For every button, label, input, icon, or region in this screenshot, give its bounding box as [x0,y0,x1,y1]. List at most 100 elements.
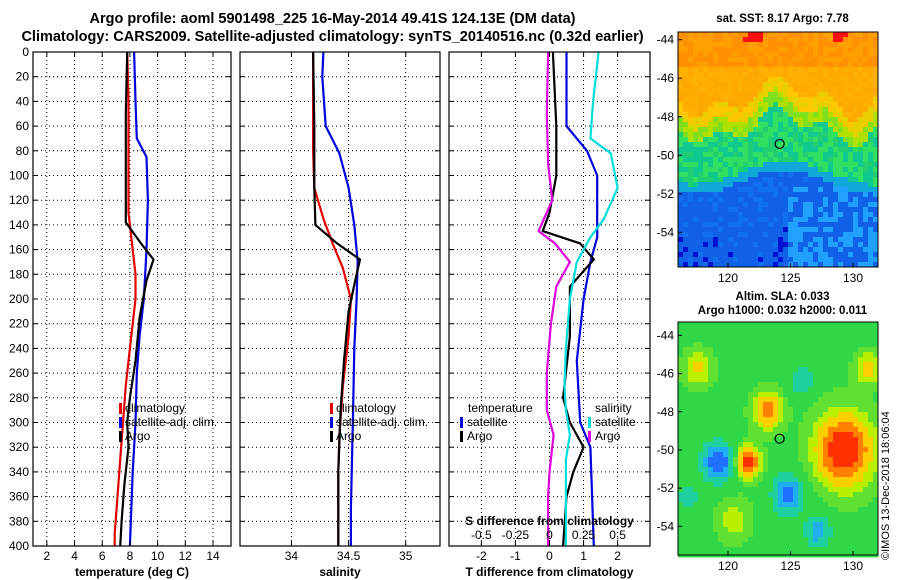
map-cell [868,167,874,173]
map-cell [703,62,709,68]
map-cell [873,462,879,468]
map-cell [778,437,784,443]
map-cell [798,497,804,503]
map-cell [768,522,774,528]
map-cell [738,87,744,93]
map-cell [803,382,809,388]
map-cell [868,62,874,68]
map-cell [773,172,779,178]
map-cell [838,242,844,248]
map-cell [848,482,854,488]
map-cell [728,397,734,403]
map-cell [803,232,809,238]
map-cell [708,442,714,448]
map-cell [758,177,764,183]
map-cell [733,57,739,63]
map-cell [873,217,879,223]
map-cell [848,187,854,193]
map-cell [843,227,849,233]
map-cell [703,412,709,418]
map-cell [743,162,749,168]
map-cell [728,162,734,168]
map-cell [833,262,839,268]
map-cell [723,252,729,258]
map-cell [793,252,799,258]
map-cell [718,207,724,213]
map-cell [798,447,804,453]
map-cell [818,507,824,513]
map-cell [828,147,834,153]
map-cell [778,472,784,478]
map-cell [868,237,874,243]
map-cell [763,117,769,123]
map-cell [863,322,869,328]
map-cell [773,337,779,343]
map-cell [683,147,689,153]
map-cell [743,132,749,138]
map-cell [778,487,784,493]
map-cell [853,367,859,373]
map-cell [788,167,794,173]
map-cell [678,137,684,143]
map-cell [853,332,859,338]
map-cell [748,87,754,93]
map-cell [808,452,814,458]
map-cell [873,62,879,68]
map-cell [803,52,809,58]
map-cell [778,242,784,248]
map-cell [693,427,699,433]
map-cell [848,412,854,418]
map-cell [868,32,874,38]
map-cell [813,177,819,183]
map-cell [863,117,869,123]
map-cell [693,482,699,488]
map-cell [783,47,789,53]
map-cell [858,187,864,193]
map-cell [743,177,749,183]
map-cell [823,462,829,468]
map-cell [788,107,794,113]
map-cell [863,502,869,508]
map-cell [688,462,694,468]
map-cell [738,362,744,368]
map-cell [848,117,854,123]
map-cell [738,112,744,118]
map-cell [838,377,844,383]
map-cell [683,117,689,123]
map-cell [753,237,759,243]
map-cell [838,432,844,438]
map-cell [763,402,769,408]
map-cell [758,327,764,333]
map-cell [788,507,794,513]
map-cell [763,472,769,478]
map-cell [743,37,749,43]
map-cell [858,377,864,383]
map-cell [683,187,689,193]
map-cell [768,212,774,218]
map-cell [728,472,734,478]
map-cell [853,337,859,343]
map-cell [723,127,729,133]
map-cell [823,327,829,333]
map-cell [693,102,699,108]
map-cell [853,357,859,363]
map-cell [853,397,859,403]
map-cell [678,232,684,238]
map-cell [763,457,769,463]
map-cell [728,147,734,153]
map-cell [763,507,769,513]
map-cell [813,532,819,538]
map-cell [723,412,729,418]
map-cell [793,172,799,178]
map-cell [793,32,799,38]
map-cell [798,112,804,118]
map-cell [873,142,879,148]
map-cell [713,237,719,243]
map-cell [773,32,779,38]
map-cell [873,237,879,243]
map-cell [858,482,864,488]
map-cell [683,397,689,403]
map-cell [838,67,844,73]
map-cell [823,442,829,448]
map-cell [753,372,759,378]
